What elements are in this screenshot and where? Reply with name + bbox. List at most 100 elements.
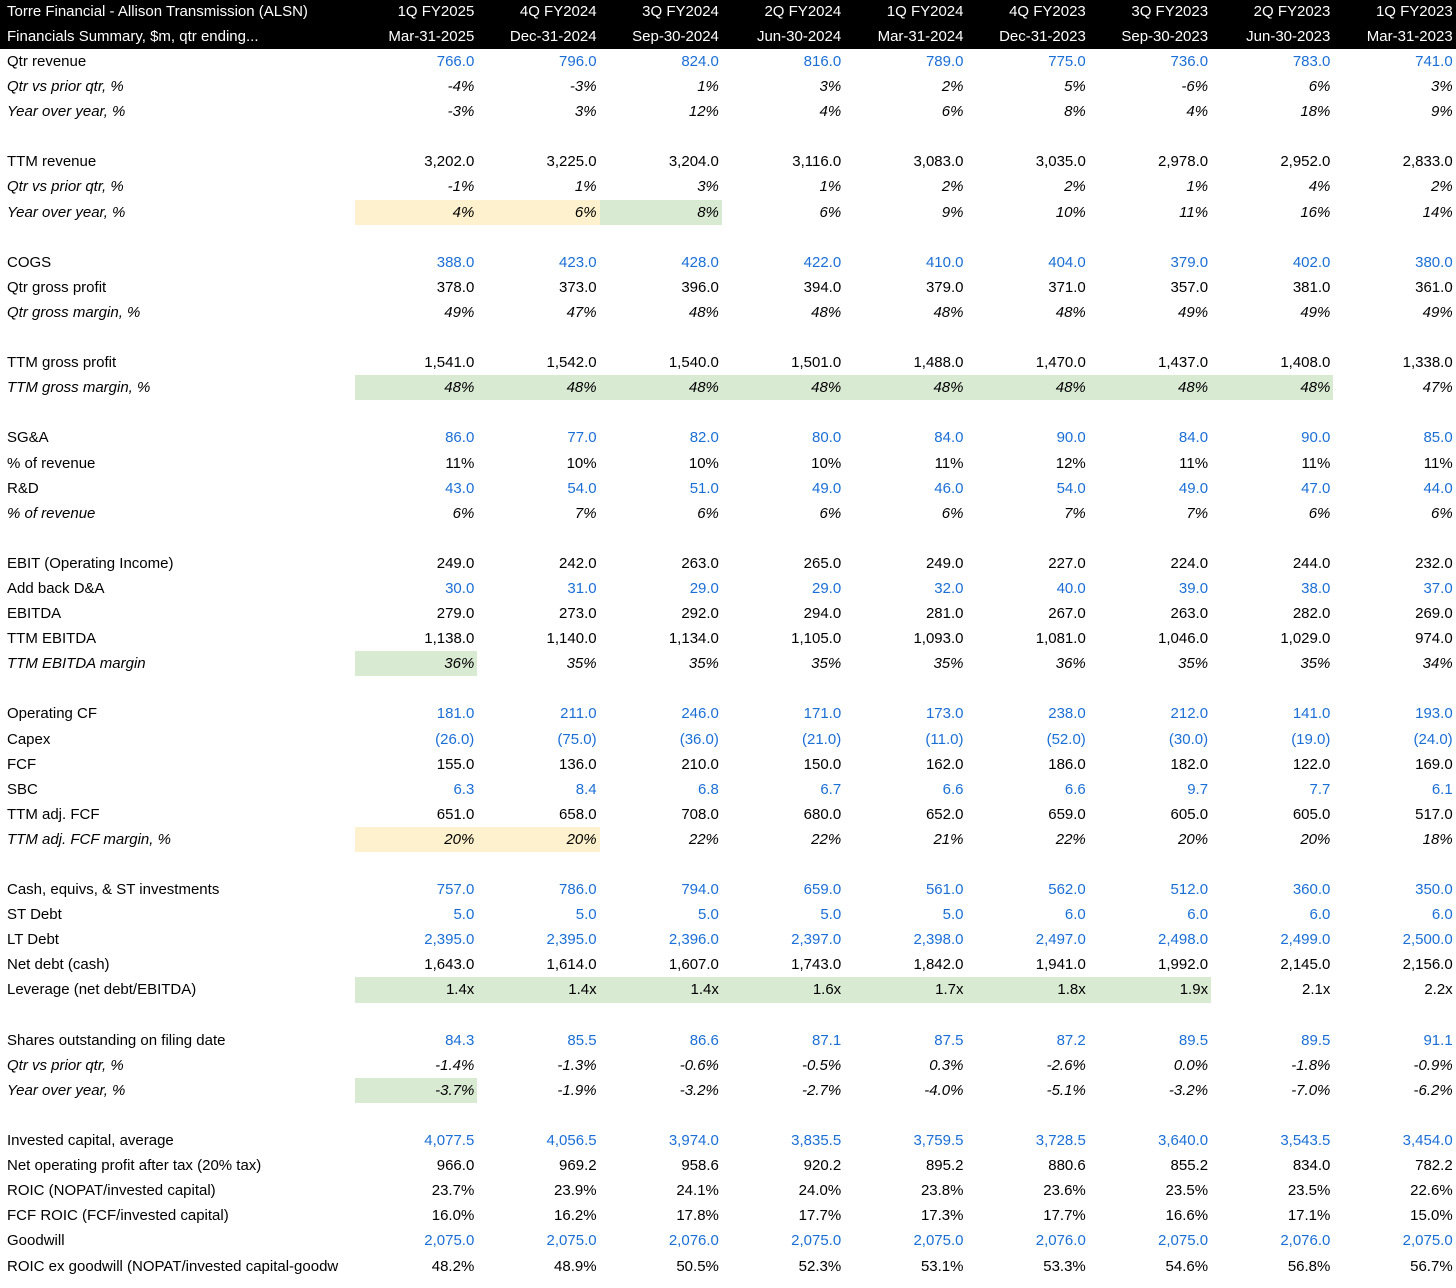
column-quarter: 3Q FY2024: [642, 3, 719, 20]
value-cell: 7%: [574, 504, 597, 522]
row-label: ROIC (NOPAT/invested capital): [7, 1182, 216, 1200]
value-cell: 6.1: [1431, 780, 1453, 798]
value-cell: 77.0: [567, 429, 597, 447]
value-cell: 741.0: [1415, 53, 1453, 70]
value-cell: 958.6: [681, 1157, 719, 1175]
value-cell: 49%: [1422, 303, 1453, 321]
value-cell: (52.0): [1046, 730, 1086, 748]
value-cell: 6%: [819, 203, 842, 221]
row-label: TTM gross profit: [7, 354, 117, 372]
value-cell: 6%: [1308, 504, 1331, 522]
value-cell: -0.9%: [1413, 1056, 1453, 1074]
value-cell: -0.5%: [802, 1056, 842, 1074]
data-row: TTM adj. FCF margin, % 20% 20% 22% 22% 21% 22%…: [0, 826, 1456, 852]
value-cell: 652.0: [925, 805, 964, 823]
value-cell: 8%: [599, 199, 722, 225]
value-cell: 3,759.5: [913, 1132, 964, 1150]
value-cell: 17.8%: [676, 1207, 719, 1225]
value-cell: 224.0: [1170, 554, 1209, 572]
value-cell: 410.0: [925, 253, 964, 271]
value-cell: 47%: [566, 303, 597, 321]
row-label: ST Debt: [7, 906, 62, 924]
data-row: Qtr vs prior qtr, % -4% -3% 1% 3% 2% 5% -6% 6% 3%: [0, 74, 1456, 99]
value-cell: 3,835.5: [791, 1132, 842, 1150]
value-cell: 561.0: [925, 881, 964, 899]
row-label: FCF ROIC (FCF/invested capital): [7, 1207, 229, 1225]
value-cell: 85.0: [1423, 429, 1453, 447]
value-cell: 244.0: [1292, 554, 1331, 572]
value-cell: 20%: [1178, 830, 1209, 848]
value-cell: 6.0: [1064, 906, 1086, 924]
value-cell: 6%: [941, 103, 964, 121]
value-cell: 1,138.0: [424, 630, 475, 648]
value-cell: (19.0): [1291, 730, 1331, 748]
value-cell: 281.0: [925, 605, 964, 623]
row-label: Goodwill: [7, 1232, 65, 1250]
data-row: Qtr vs prior qtr, % -1% 1% 3% 1% 2% 2% 1% 4% 2%: [0, 174, 1456, 199]
header-row: Financials Summary, $m, qtr ending... Mar…: [0, 24, 1456, 49]
value-cell: 89.5: [1178, 1031, 1209, 1049]
value-cell: 816.0: [803, 53, 842, 70]
data-row: ROIC ex goodwill (NOPAT/invested capital…: [0, 1254, 1456, 1279]
value-cell: 16%: [1300, 203, 1331, 221]
data-row: TTM EBITDA 1,138.0 1,140.0 1,134.0 1,105.0 1,…: [0, 626, 1456, 651]
data-row: Qtr vs prior qtr, % -1.4% -1.3% -0.6% -0.5% 0…: [0, 1053, 1456, 1078]
value-cell: 49%: [1300, 303, 1331, 321]
value-cell: 1,643.0: [424, 956, 475, 974]
value-cell: 766.0: [436, 53, 475, 70]
data-row: Operating CF 181.0 211.0 246.0 171.0 173.0 238…: [0, 701, 1456, 726]
value-cell: 48%: [1211, 375, 1334, 401]
data-row: Net operating profit after tax (20% tax)…: [0, 1153, 1456, 1178]
value-cell: 3,543.5: [1280, 1132, 1331, 1150]
value-cell: 2,395.0: [546, 931, 597, 949]
value-cell: 32.0: [934, 579, 964, 597]
row-label: Qtr vs prior qtr, %: [7, 78, 124, 96]
value-cell: -1.4%: [435, 1056, 475, 1074]
value-cell: 1,408.0: [1280, 354, 1331, 372]
value-cell: 86.6: [689, 1031, 719, 1049]
column-quarter: 1Q FY2023: [1375, 3, 1453, 20]
value-cell: 294.0: [803, 605, 842, 623]
value-cell: -3.7%: [355, 1077, 478, 1103]
column-quarter: 4Q FY2023: [1009, 3, 1086, 20]
value-cell: 517.0: [1415, 805, 1453, 823]
blank-row: [0, 400, 1456, 425]
value-cell: 4%: [819, 103, 842, 121]
data-row: ROIC (NOPAT/invested capital) 23.7% 23.9% 2…: [0, 1178, 1456, 1203]
data-row: SG&A 86.0 77.0 82.0 80.0 84.0 90.0 84.0 90.0 85.0: [0, 425, 1456, 450]
row-label: EBIT (Operating Income): [7, 554, 174, 572]
value-cell: 263.0: [681, 554, 719, 572]
blank-row: [0, 225, 1456, 250]
value-cell: (26.0): [435, 730, 475, 748]
value-cell: 379.0: [1170, 253, 1209, 271]
row-label: TTM adj. FCF margin, %: [7, 830, 171, 848]
value-cell: 9.7: [1187, 780, 1209, 798]
value-cell: 824.0: [681, 53, 719, 70]
value-cell: 48%: [933, 303, 964, 321]
value-cell: 16.0%: [431, 1207, 475, 1225]
value-cell: 22%: [811, 830, 842, 848]
value-cell: 182.0: [1170, 755, 1209, 773]
value-cell: 2,075.0: [1158, 1232, 1209, 1250]
value-cell: 211.0: [560, 705, 597, 723]
value-cell: -1.9%: [557, 1081, 597, 1099]
value-cell: 1,029.0: [1280, 630, 1331, 648]
value-cell: 2,978.0: [1158, 153, 1209, 171]
value-cell: 2,398.0: [913, 931, 964, 949]
value-cell: 10%: [1055, 203, 1086, 221]
row-label: LT Debt: [7, 931, 59, 949]
blank-row: [0, 325, 1456, 350]
value-cell: 150.0: [803, 755, 842, 773]
value-cell: 169.0: [1415, 755, 1453, 773]
value-cell: -3%: [447, 103, 475, 121]
data-row: Year over year, % -3% 3% 12% 4% 6% 8% 4% 18% 9%: [0, 99, 1456, 124]
value-cell: 6.7: [820, 780, 842, 798]
blank-row: [0, 526, 1456, 551]
value-cell: 422.0: [803, 253, 842, 271]
value-cell: 1,614.0: [546, 956, 597, 974]
value-cell: (75.0): [557, 730, 597, 748]
value-cell: 379.0: [925, 278, 964, 296]
value-cell: 11%: [1179, 454, 1209, 472]
value-cell: 1,540.0: [668, 354, 719, 372]
value-cell: 3,640.0: [1158, 1132, 1209, 1150]
